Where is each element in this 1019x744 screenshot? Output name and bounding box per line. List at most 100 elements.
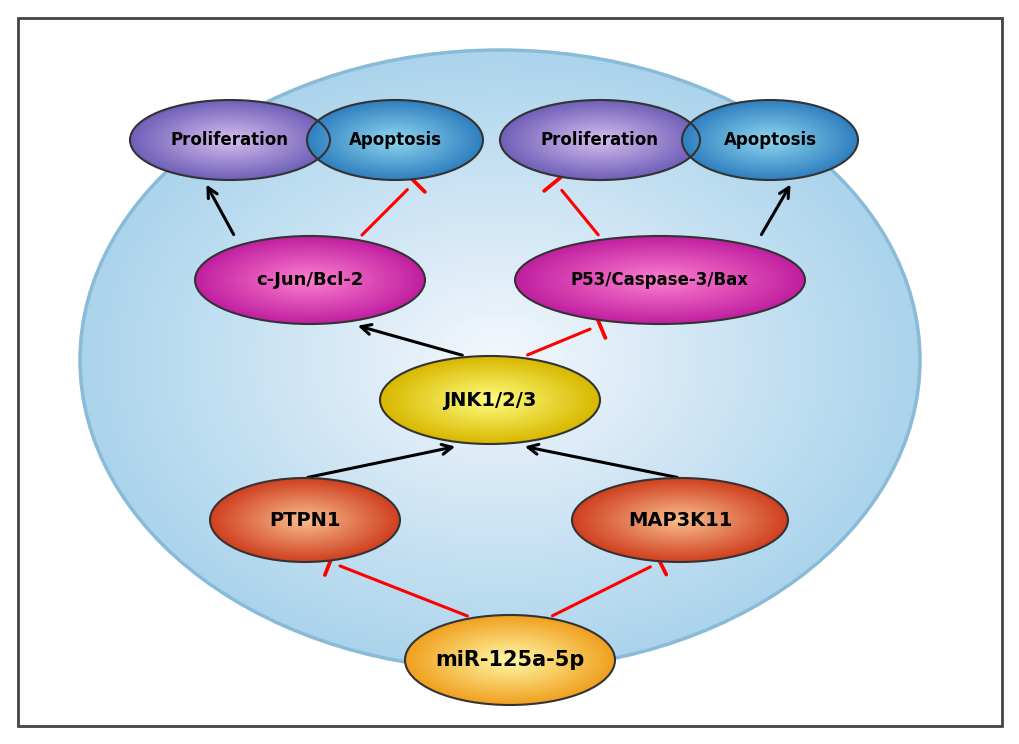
Ellipse shape (481, 647, 538, 673)
Ellipse shape (401, 365, 578, 435)
Ellipse shape (734, 124, 804, 156)
Ellipse shape (585, 134, 614, 146)
Ellipse shape (641, 275, 678, 286)
Ellipse shape (576, 254, 743, 305)
Ellipse shape (572, 129, 627, 151)
Ellipse shape (307, 100, 483, 180)
Ellipse shape (737, 125, 802, 155)
Ellipse shape (353, 121, 436, 159)
Ellipse shape (351, 120, 438, 160)
Ellipse shape (138, 103, 322, 177)
Ellipse shape (344, 117, 445, 163)
Ellipse shape (426, 375, 552, 426)
Ellipse shape (331, 111, 459, 169)
Ellipse shape (436, 313, 562, 406)
Ellipse shape (570, 128, 630, 152)
Ellipse shape (701, 109, 838, 171)
Text: P53/Caspase-3/Bax: P53/Caspase-3/Bax (571, 271, 748, 289)
Ellipse shape (267, 503, 342, 537)
Ellipse shape (235, 490, 374, 551)
Ellipse shape (550, 247, 768, 313)
Ellipse shape (261, 261, 359, 298)
Ellipse shape (212, 243, 408, 318)
Ellipse shape (94, 60, 905, 660)
Ellipse shape (444, 632, 575, 688)
Ellipse shape (387, 278, 611, 443)
Ellipse shape (421, 622, 599, 699)
Ellipse shape (590, 485, 768, 554)
Ellipse shape (122, 81, 877, 639)
Ellipse shape (631, 501, 728, 539)
Ellipse shape (488, 651, 531, 669)
Ellipse shape (604, 490, 755, 549)
Ellipse shape (303, 519, 307, 521)
Ellipse shape (760, 136, 779, 144)
Ellipse shape (645, 275, 674, 284)
Ellipse shape (476, 645, 543, 675)
Ellipse shape (656, 279, 663, 281)
Ellipse shape (638, 273, 681, 286)
Ellipse shape (329, 110, 461, 170)
Ellipse shape (557, 123, 642, 157)
Ellipse shape (577, 131, 622, 149)
Ellipse shape (260, 500, 350, 540)
Ellipse shape (479, 396, 500, 405)
Ellipse shape (233, 489, 376, 551)
Ellipse shape (379, 133, 410, 147)
Ellipse shape (345, 246, 653, 474)
Ellipse shape (129, 100, 330, 180)
Ellipse shape (697, 107, 842, 173)
Ellipse shape (479, 344, 521, 376)
Ellipse shape (745, 129, 794, 151)
Ellipse shape (135, 102, 325, 178)
Ellipse shape (299, 275, 321, 284)
Ellipse shape (626, 499, 734, 541)
Ellipse shape (486, 650, 533, 670)
Ellipse shape (348, 119, 441, 161)
Ellipse shape (606, 492, 752, 548)
Ellipse shape (688, 103, 851, 177)
Ellipse shape (199, 138, 800, 582)
Ellipse shape (730, 122, 809, 158)
Ellipse shape (483, 649, 536, 671)
Ellipse shape (421, 373, 558, 428)
Ellipse shape (337, 114, 451, 166)
Ellipse shape (143, 105, 317, 175)
Ellipse shape (473, 394, 506, 407)
Ellipse shape (157, 107, 842, 613)
Ellipse shape (749, 131, 789, 149)
Ellipse shape (445, 382, 534, 417)
Ellipse shape (458, 638, 561, 682)
Ellipse shape (627, 270, 692, 290)
Ellipse shape (565, 126, 635, 154)
Ellipse shape (620, 268, 699, 292)
Ellipse shape (297, 210, 702, 510)
Ellipse shape (307, 279, 313, 281)
Ellipse shape (155, 110, 305, 170)
Ellipse shape (558, 249, 761, 311)
Ellipse shape (663, 513, 696, 526)
Ellipse shape (392, 139, 396, 141)
Ellipse shape (451, 385, 528, 415)
Ellipse shape (532, 113, 666, 167)
Ellipse shape (478, 647, 541, 673)
Ellipse shape (644, 507, 714, 533)
Ellipse shape (566, 251, 753, 309)
Ellipse shape (631, 272, 688, 289)
Ellipse shape (408, 616, 611, 704)
Ellipse shape (650, 508, 709, 531)
Ellipse shape (443, 318, 555, 401)
Ellipse shape (476, 394, 503, 405)
Ellipse shape (443, 381, 536, 419)
Ellipse shape (150, 108, 310, 172)
Ellipse shape (164, 112, 836, 608)
Ellipse shape (765, 138, 773, 142)
Ellipse shape (331, 236, 667, 484)
Ellipse shape (233, 164, 765, 557)
Ellipse shape (226, 485, 383, 554)
Ellipse shape (559, 124, 639, 156)
Ellipse shape (296, 516, 314, 525)
Ellipse shape (408, 367, 572, 433)
Ellipse shape (324, 108, 465, 172)
Ellipse shape (346, 118, 443, 162)
